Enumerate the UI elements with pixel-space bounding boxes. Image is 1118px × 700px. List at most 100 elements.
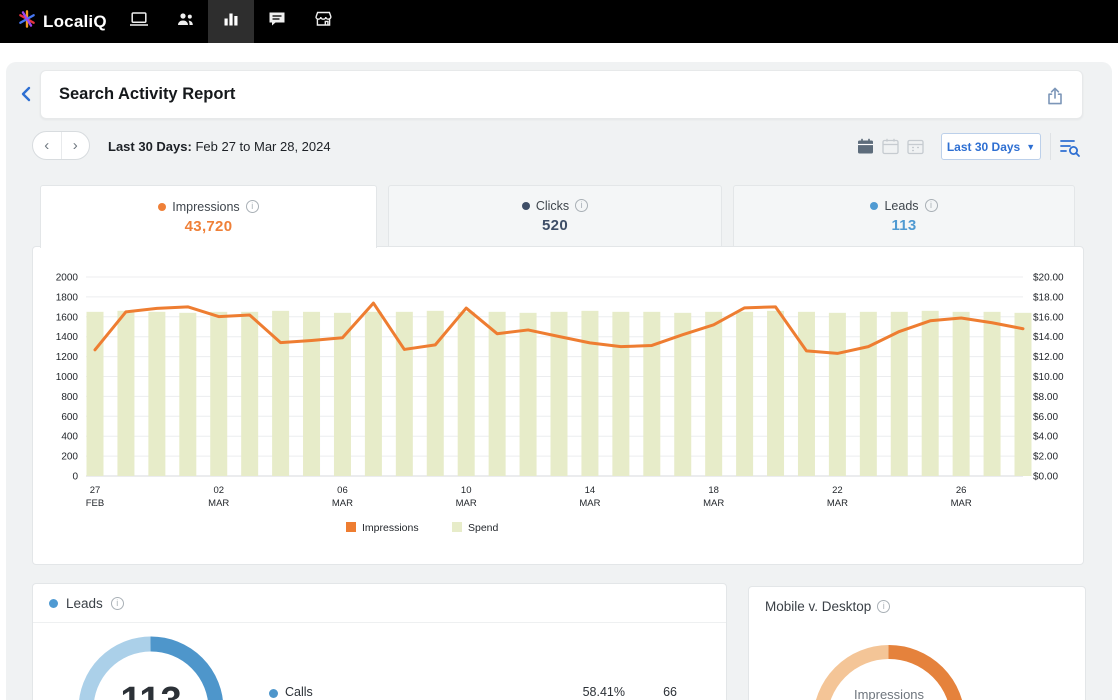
info-icon[interactable] bbox=[245, 200, 259, 213]
svg-text:1400: 1400 bbox=[56, 332, 79, 343]
activity-chart-card: 0 $0.00 200 $2.00 400 $4.00 600 $6.00 800 $8.00 10… bbox=[32, 246, 1084, 565]
impressions-value: 43,720 bbox=[184, 217, 233, 235]
leads-total-value: 113 bbox=[41, 680, 261, 700]
svg-text:1000: 1000 bbox=[56, 372, 79, 383]
svg-text:$6.00: $6.00 bbox=[1033, 412, 1058, 423]
svg-text:MAR: MAR bbox=[579, 498, 600, 509]
svg-text:$16.00: $16.00 bbox=[1033, 312, 1064, 323]
chat-icon bbox=[267, 9, 287, 34]
prev-range-button[interactable]: ‹ bbox=[33, 132, 62, 159]
mobile-donut-chart bbox=[813, 645, 965, 700]
laptop-icon bbox=[129, 9, 149, 34]
info-icon[interactable] bbox=[110, 597, 124, 610]
bar-chart-icon bbox=[221, 9, 241, 34]
svg-text:22: 22 bbox=[832, 485, 843, 496]
svg-text:$4.00: $4.00 bbox=[1033, 432, 1058, 443]
svg-text:2000: 2000 bbox=[56, 273, 79, 284]
report-header: Search Activity Report bbox=[40, 70, 1083, 119]
nav-item-commerce[interactable] bbox=[300, 0, 346, 43]
filter-search-button[interactable] bbox=[1058, 135, 1082, 159]
svg-text:$0.00: $0.00 bbox=[1033, 472, 1058, 483]
people-icon bbox=[175, 9, 196, 34]
info-icon[interactable] bbox=[924, 199, 938, 212]
calendar-day-icon[interactable] bbox=[856, 137, 875, 156]
svg-text:MAR: MAR bbox=[827, 498, 848, 509]
svg-text:200: 200 bbox=[61, 452, 78, 463]
tab-leads[interactable]: Leads 113 bbox=[733, 185, 1075, 247]
svg-text:02: 02 bbox=[213, 485, 224, 496]
leads-card-title: Leads bbox=[66, 596, 103, 611]
svg-text:$2.00: $2.00 bbox=[1033, 452, 1058, 463]
svg-text:$18.00: $18.00 bbox=[1033, 292, 1064, 303]
svg-text:1800: 1800 bbox=[56, 292, 79, 303]
svg-text:10: 10 bbox=[461, 485, 472, 496]
svg-text:1600: 1600 bbox=[56, 312, 79, 323]
nav-item-contacts[interactable] bbox=[162, 0, 208, 43]
svg-text:Spend: Spend bbox=[468, 522, 499, 534]
date-range-text: Last 30 Days: Feb 27 to Mar 28, 2024 bbox=[108, 139, 331, 154]
tab-clicks[interactable]: Clicks 520 bbox=[388, 185, 722, 247]
nav-item-messages[interactable] bbox=[254, 0, 300, 43]
svg-text:$20.00: $20.00 bbox=[1033, 273, 1064, 284]
svg-text:400: 400 bbox=[61, 432, 78, 443]
clicks-value: 520 bbox=[542, 216, 568, 234]
leads-value: 113 bbox=[891, 216, 917, 234]
nav-item-devices[interactable] bbox=[116, 0, 162, 43]
calls-label: Calls bbox=[285, 685, 313, 699]
date-range-dropdown[interactable]: Last 30 Days ▼ bbox=[941, 133, 1041, 160]
mobile-card-title: Mobile v. Desktop bbox=[765, 599, 872, 614]
calendar-view-switcher bbox=[856, 137, 925, 156]
svg-text:1200: 1200 bbox=[56, 352, 79, 363]
calls-percent: 58.41% bbox=[582, 685, 625, 699]
leads-dot-icon bbox=[870, 201, 879, 210]
svg-text:MAR: MAR bbox=[703, 498, 724, 509]
mobile-donut-center-label: Impressions bbox=[853, 687, 925, 700]
tab-clicks-label: Clicks bbox=[535, 198, 570, 213]
info-icon[interactable] bbox=[877, 600, 891, 613]
leads-legend-row: Calls 58.41% 66 bbox=[33, 684, 728, 700]
svg-text:$10.00: $10.00 bbox=[1033, 372, 1064, 383]
localiq-burst-icon bbox=[18, 10, 36, 33]
tab-impressions[interactable]: Impressions 43,720 bbox=[40, 185, 377, 248]
svg-text:06: 06 bbox=[337, 485, 348, 496]
export-share-button[interactable] bbox=[1042, 83, 1068, 109]
chevron-down-icon: ▼ bbox=[1026, 141, 1036, 152]
date-range-dropdown-label: Last 30 Days bbox=[946, 139, 1021, 154]
calls-count: 66 bbox=[663, 685, 677, 699]
leads-donut-chart bbox=[78, 636, 224, 700]
back-button[interactable] bbox=[14, 81, 40, 107]
leads-dot-icon bbox=[49, 599, 58, 608]
nav-item-reports[interactable] bbox=[208, 0, 254, 43]
svg-text:FEB: FEB bbox=[86, 498, 104, 509]
svg-text:$12.00: $12.00 bbox=[1033, 352, 1064, 363]
info-icon[interactable] bbox=[575, 199, 589, 212]
svg-text:600: 600 bbox=[61, 412, 78, 423]
next-range-button[interactable]: › bbox=[72, 137, 78, 154]
date-range-label: Last 30 Days: bbox=[108, 139, 192, 154]
calls-dot-icon bbox=[269, 689, 278, 698]
svg-text:MAR: MAR bbox=[208, 498, 229, 509]
svg-text:MAR: MAR bbox=[332, 498, 353, 509]
page-title: Search Activity Report bbox=[59, 85, 236, 103]
controls-divider bbox=[1050, 133, 1051, 160]
activity-combo-chart: 0 $0.00 200 $2.00 400 $4.00 600 $6.00 800 $8.00 10… bbox=[56, 273, 1064, 535]
brand-logo[interactable]: LocaliQ bbox=[0, 10, 110, 33]
top-nav: LocaliQ bbox=[0, 0, 1118, 43]
impressions-dot-icon bbox=[158, 202, 167, 211]
mobile-vs-desktop-card: Mobile v. Desktop Impressions bbox=[748, 586, 1086, 700]
storefront-icon bbox=[313, 9, 334, 34]
svg-text:$8.00: $8.00 bbox=[1033, 392, 1058, 403]
svg-text:MAR: MAR bbox=[456, 498, 477, 509]
svg-text:0: 0 bbox=[72, 472, 78, 483]
svg-text:26: 26 bbox=[956, 485, 967, 496]
svg-text:14: 14 bbox=[585, 485, 596, 496]
brand-name: LocaliQ bbox=[43, 11, 107, 31]
svg-text:27: 27 bbox=[90, 485, 101, 496]
calendar-week-icon[interactable] bbox=[881, 137, 900, 156]
svg-text:800: 800 bbox=[61, 392, 78, 403]
leads-card: Leads 113 Calls 58.41% 66 bbox=[32, 583, 727, 700]
calendar-month-icon[interactable] bbox=[906, 137, 925, 156]
svg-text:$14.00: $14.00 bbox=[1033, 332, 1064, 343]
clicks-dot-icon bbox=[521, 201, 530, 210]
svg-text:MAR: MAR bbox=[951, 498, 972, 509]
